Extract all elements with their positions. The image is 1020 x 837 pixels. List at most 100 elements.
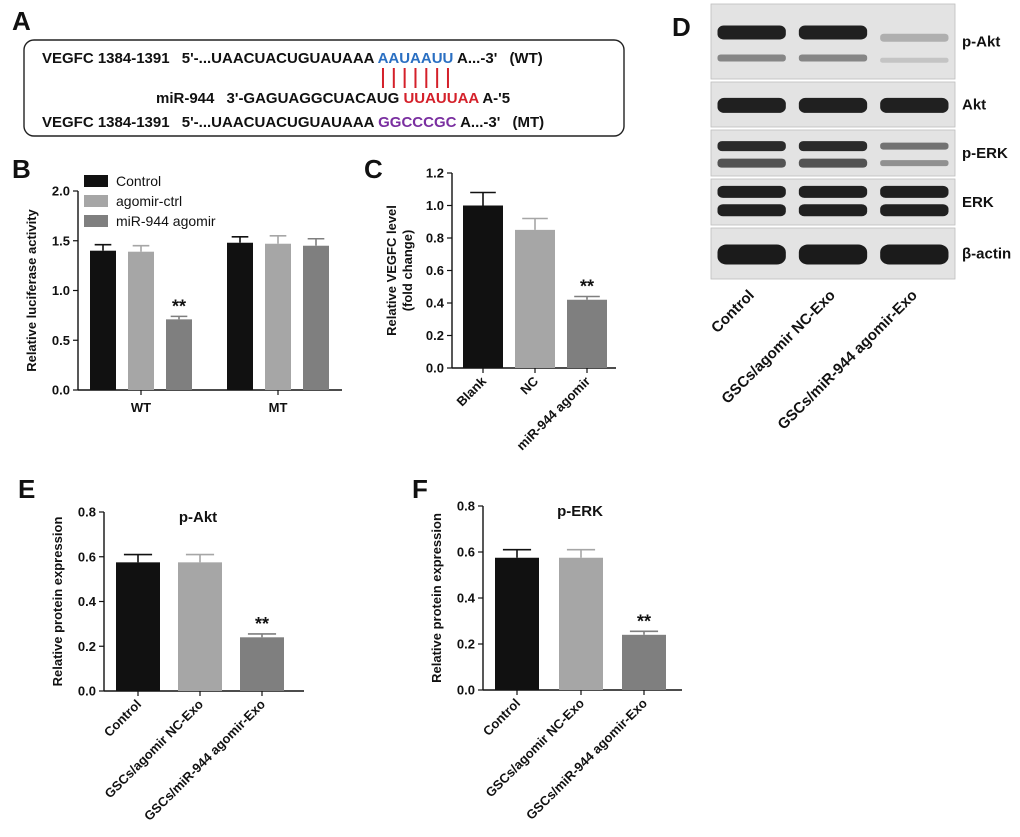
blot-band xyxy=(717,204,786,217)
wt-suffix: A...-3' xyxy=(457,50,497,67)
y-tick-label: 0.2 xyxy=(78,639,96,654)
blot-band xyxy=(880,185,949,198)
chart-title: p-ERK xyxy=(557,503,603,520)
y-tick-label: 0.8 xyxy=(457,499,475,514)
legend-swatch xyxy=(84,195,108,207)
blot-band xyxy=(798,25,868,40)
y-tick-label: 0.4 xyxy=(78,594,97,609)
blot-band xyxy=(717,185,786,198)
blot-row-label: p-Akt xyxy=(962,34,1000,51)
mt-binding-site: GGCCCGC xyxy=(378,114,457,131)
x-tick-label: GSCs/miR-944 agomir-Exo xyxy=(141,696,268,823)
blot-band xyxy=(880,33,949,42)
bar xyxy=(178,562,222,691)
bar xyxy=(515,229,555,368)
y-axis-label: Relative protein expression xyxy=(50,517,65,687)
blot-strip xyxy=(710,3,956,80)
x-tick-label: MT xyxy=(269,400,288,415)
mir-prefix: 3'-GAGUAGGCUACAUG xyxy=(227,90,400,107)
y-tick-label: 2.0 xyxy=(52,184,70,199)
y-tick-label: 0.0 xyxy=(78,684,96,699)
mt-suffix: A...-3' xyxy=(460,114,500,131)
mt-tag: (MT) xyxy=(513,114,545,131)
wt-prefix: 5'-...UAACUACUGUAUAAA xyxy=(182,50,375,67)
mir-sequence: miR-944 3'-GAGUAGGCUACAUG UUAUUAA A-'5 xyxy=(156,90,510,107)
y-axis-label: (fold change) xyxy=(400,230,415,312)
bar xyxy=(240,637,284,691)
blot-band xyxy=(798,244,868,265)
blot-row-label: p-ERK xyxy=(962,145,1008,162)
x-tick-label: Control xyxy=(101,697,144,740)
panel-label-b: B xyxy=(12,154,31,184)
blot-band xyxy=(880,204,949,217)
bar xyxy=(90,250,116,390)
y-tick-label: 0.5 xyxy=(52,333,70,348)
blot-band xyxy=(717,97,786,113)
y-tick-label: 0.2 xyxy=(457,637,475,652)
bar xyxy=(559,557,603,690)
sequence-box xyxy=(23,39,625,137)
mir-binding-site: UUAUUAA xyxy=(403,90,479,107)
y-axis-label: Relative protein expression xyxy=(429,513,444,683)
blot-band xyxy=(798,54,868,62)
y-tick-label: 1.2 xyxy=(426,166,444,181)
mt-prefix: 5'-...UAACUACUGUAUAAA xyxy=(182,114,375,131)
blot-band xyxy=(798,185,868,198)
significance-marker: ** xyxy=(255,614,269,634)
bar xyxy=(227,242,253,390)
bar xyxy=(495,557,539,690)
blot-band xyxy=(717,158,786,168)
blot-row-label: ERK xyxy=(962,194,994,211)
blot-lane-label: Control xyxy=(708,287,758,337)
blot-band xyxy=(717,25,786,40)
legend-label: Control xyxy=(116,173,161,189)
bar xyxy=(567,299,607,368)
blot-band xyxy=(880,97,949,113)
legend-swatch xyxy=(84,175,108,187)
y-tick-label: 0.0 xyxy=(457,683,475,698)
mt-gene-name: VEGFC 1384-1391 xyxy=(42,114,170,131)
legend-label: agomir-ctrl xyxy=(116,193,182,209)
bar xyxy=(166,319,192,390)
blot-lane-label: GSCs/miR-944 agomir-Exo xyxy=(774,287,920,433)
wt-tag: (WT) xyxy=(509,50,542,67)
bar xyxy=(622,634,666,690)
mir-suffix: A-'5 xyxy=(482,90,510,107)
y-tick-label: 0.0 xyxy=(426,361,444,376)
chart-title: p-Akt xyxy=(179,509,217,526)
y-axis-label: Relative luciferase activity xyxy=(24,208,39,371)
bar xyxy=(265,243,291,390)
panel-label-d: D xyxy=(672,12,691,42)
blot-band xyxy=(880,244,949,265)
x-tick-label: Blank xyxy=(453,373,489,409)
blot-row-label: β-actin xyxy=(962,246,1011,263)
y-tick-label: 0.2 xyxy=(426,328,444,343)
panel-label-f: F xyxy=(412,474,428,504)
chart-luciferase: 0.0 0.5 1.0 1.5 2.0 ** WT MT Relative luciferase… xyxy=(24,173,342,415)
blot-band xyxy=(880,142,949,150)
y-tick-label: 1.5 xyxy=(52,233,70,248)
significance-marker: ** xyxy=(580,277,594,297)
y-tick-label: 0.0 xyxy=(52,383,70,398)
bar xyxy=(128,251,154,390)
legend-label: miR-944 agomir xyxy=(116,213,216,229)
blot-band xyxy=(880,57,949,63)
x-tick-label: Control xyxy=(480,696,523,739)
wt-binding-site: AAUAAUU xyxy=(378,50,454,67)
x-tick-label: GSCs/miR-944 agomir-Exo xyxy=(523,695,650,822)
blot-band xyxy=(798,158,868,168)
y-tick-label: 1.0 xyxy=(52,283,70,298)
blot-band xyxy=(798,204,868,217)
x-tick-label: NC xyxy=(517,373,541,397)
western-blot: p-AktAktp-ERKERKβ-actinControlGSCs/agomi… xyxy=(708,3,1011,433)
legend-swatch xyxy=(84,215,108,227)
y-tick-label: 0.6 xyxy=(78,549,96,564)
base-pair-lines xyxy=(381,68,449,88)
y-tick-label: 0.6 xyxy=(426,263,444,278)
x-tick-label: WT xyxy=(131,400,151,415)
panel-label-e: E xyxy=(18,474,35,504)
blot-band xyxy=(798,141,868,152)
mir-name: miR-944 xyxy=(156,90,215,107)
